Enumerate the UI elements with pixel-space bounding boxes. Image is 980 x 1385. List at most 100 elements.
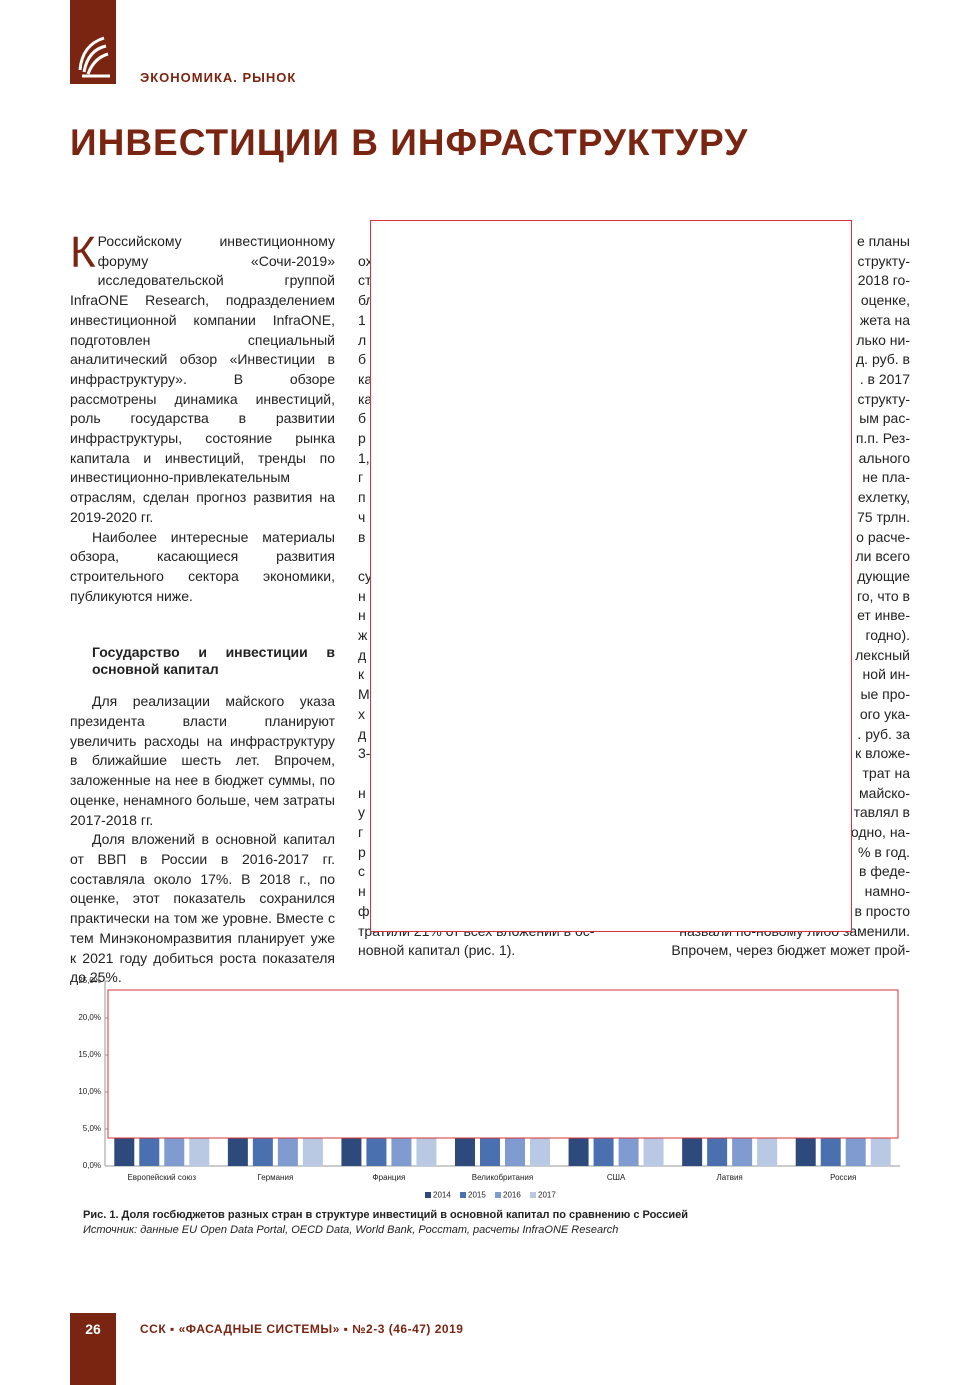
y-tick-label: 10,0% [78,1087,101,1096]
text-line: ч [358,508,366,525]
text-line: годно). [865,627,910,643]
text-line: г [358,824,364,840]
text-line: су [358,567,372,584]
text-line: д. руб. в [856,351,910,368]
y-tick-label: 0,0% [83,1161,101,1170]
text-line: 75 трлн. [857,508,910,525]
text-line: б [358,351,367,368]
text-line: дующие [857,567,910,584]
text-line: ст [358,272,372,289]
text-line: намно- [864,883,910,900]
subheading-text: Государство и инвестиции в основной капи… [92,644,335,678]
text-line: ли всего [855,548,910,565]
text-line: трат на [862,764,911,781]
text-line: в феде- [859,863,910,880]
legend-swatch [460,1192,466,1198]
text-line: структу- [857,390,910,407]
text-line: го, что в [856,587,910,604]
text-line: с [358,863,365,880]
y-tick-label: 20,0% [78,1013,101,1022]
figure-caption: Рис. 1. Доля госбюджетов разных стран в … [83,1209,689,1221]
paragraph: Для реализации майского указа президента… [70,693,335,828]
x-tick-label: Великобритания [472,1173,533,1182]
text-line: н [358,883,366,900]
text-line: структу- [857,252,910,269]
page-number: 26 [85,1321,101,1337]
text-line: н [358,784,366,801]
text-line: н [358,587,366,604]
legend-swatch [530,1192,536,1198]
x-tick-label: Россия [830,1173,856,1182]
text-line: бл [358,292,374,309]
drop-cap: К [70,228,96,277]
text-line: ной ин- [862,666,910,683]
y-tick-label: 15,0% [78,1050,101,1059]
title: ИНВЕСТИЦИИ В ИНФРАСТРУКТУРУ [70,122,749,163]
x-tick-label: США [607,1173,626,1182]
text-line: в [358,528,366,545]
text-line: б [358,410,367,427]
journal: ССК ▪ «ФАСАДНЫЕ СИСТЕМЫ» ▪ №2-3 (46-47) … [140,1322,464,1336]
x-tick-label: Франция [373,1173,406,1182]
legend-label: 2015 [468,1191,486,1200]
text-line: 1 [358,311,366,328]
paragraph: Наиболее интересные материалы обзора, ка… [70,528,335,604]
text-line: х [358,705,365,722]
text-line: ального [858,449,910,466]
x-tick-label: Европейский союз [127,1173,196,1182]
text-line: % в год. [857,843,910,860]
legend-label: 2017 [538,1191,556,1200]
text-line: майско- [859,784,910,801]
text-line: н [358,607,366,624]
x-tick-label: Латвия [717,1173,743,1182]
text-line: р [358,843,366,860]
subheading: Государство и инвестиции в основной капи… [70,644,335,678]
text-line: не пла- [862,469,910,486]
text-line: ые про- [860,686,910,703]
text-line: ка [358,370,373,387]
text-line: ого ука- [859,705,910,722]
text-line: п [358,489,366,506]
text-line: . руб. за [857,725,910,742]
legend-swatch [495,1192,501,1198]
redaction-box [107,989,899,1139]
legend-label: 2014 [433,1191,451,1200]
text-line: лько ни- [856,331,910,348]
text-line: Впрочем, через бюджет может прой- [671,942,910,959]
text-line: . в 2017 [859,370,910,387]
text-line: лексный [855,646,910,663]
text-line: ехлетку, [857,489,910,506]
text-line: 1, [358,449,370,466]
x-tick-label: Германия [257,1173,293,1182]
legend-swatch [425,1192,431,1198]
page-number-block: 26 [70,1313,116,1385]
y-tick-label: 25,0% [78,976,101,985]
text-line: ка [358,390,373,407]
text-line: ох [358,252,373,269]
logo-block [70,0,116,84]
figure-source: Источник: данные EU Open Data Portal, OE… [83,1224,619,1236]
text-line: о расче- [856,528,910,545]
redaction-box [370,220,852,932]
chart: 0,0% 5,0% 10,0% 15,0% 20,0% 25,0% Европейский … [78,976,900,1200]
text-line: л [358,331,367,348]
text-line: 2018 го- [857,272,910,289]
text-line: е планы [856,233,910,249]
text-line: М [358,686,370,703]
y-tick-label: 5,0% [83,1124,101,1133]
text-line: тавлял в [853,804,910,821]
text-line: ж [358,627,368,643]
paragraph: Доля вложений в основной капитал от ВВП … [70,831,335,986]
paragraph: Российскому инвестиционному форуму «Сочи… [70,233,335,525]
text-line: д [358,646,367,663]
text-line: к [358,666,365,683]
text-line: жета на [859,311,910,328]
text-line: ф [358,902,370,919]
text-line: 3- [358,745,371,762]
section: ЭКОНОМИКА. РЫНОК [140,70,297,85]
text-line: к вложе- [855,745,910,762]
text-line: оценке, [860,292,910,309]
text-line: новной капитал (рис. 1). [358,942,516,959]
text-line: ым рас- [859,410,910,427]
